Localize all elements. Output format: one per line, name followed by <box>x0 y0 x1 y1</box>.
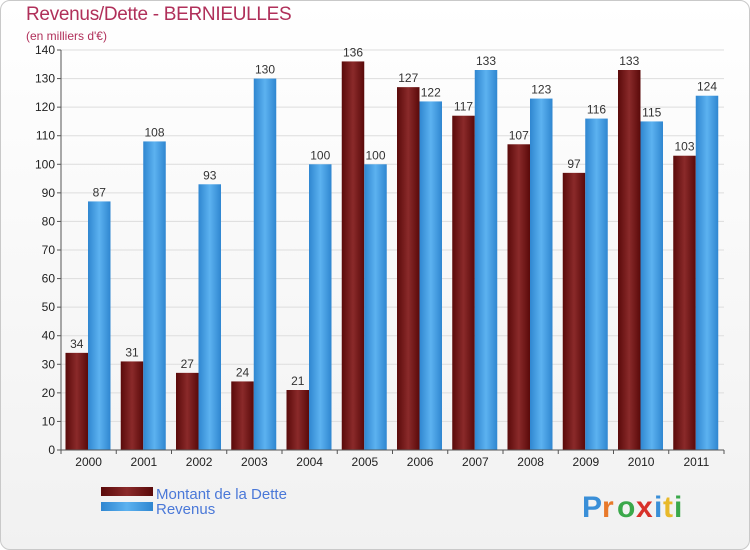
data-label-debt: 136 <box>343 45 363 59</box>
y-tick-label: 140 <box>35 43 55 57</box>
y-tick-label: 70 <box>42 243 56 257</box>
logo-letter: o <box>617 491 635 524</box>
bar-revenue <box>640 121 663 450</box>
data-label-revenue: 124 <box>697 80 717 94</box>
chart-subtitle: (en milliers d'€) <box>26 29 107 43</box>
bar-debt <box>507 144 530 451</box>
bar-revenue <box>198 184 221 451</box>
x-tick-label: 2003 <box>241 455 268 469</box>
y-tick-label: 20 <box>42 386 56 400</box>
data-label-debt: 117 <box>454 100 473 114</box>
logo-letter: r <box>602 491 614 524</box>
y-tick-label: 80 <box>42 214 56 228</box>
logo-letter: i <box>654 491 662 524</box>
axes: 0 10 20 30 40 50 60 70 80 90 100 110 120 130 140 2000 20… <box>35 43 725 469</box>
bar-revenue <box>143 141 166 450</box>
data-label-debt: 24 <box>236 365 250 379</box>
data-label-debt: 34 <box>70 337 84 351</box>
data-label-revenue: 133 <box>476 54 496 68</box>
bar-revenue <box>253 78 277 451</box>
data-label-debt: 21 <box>291 374 305 388</box>
legend-debt-swatch <box>101 487 153 496</box>
bar-debt <box>286 390 309 450</box>
bar-debt <box>618 70 641 450</box>
data-label-debt: 107 <box>509 128 529 142</box>
data-label-debt: 127 <box>398 71 418 85</box>
x-tick-label: 2007 <box>462 455 489 469</box>
data-label-revenue: 108 <box>144 125 164 139</box>
bar-debt <box>673 155 696 450</box>
logo-letter: P <box>582 491 602 524</box>
bar-revenue <box>585 118 608 451</box>
bar-debt <box>176 372 199 450</box>
legend: Montant de la Dette Revenus <box>101 486 287 518</box>
bar-debt <box>397 87 420 451</box>
data-label-debt: 31 <box>125 345 139 359</box>
x-tick-label: 2001 <box>131 455 158 469</box>
bar-debt <box>65 352 88 450</box>
data-label-revenue: 87 <box>93 185 107 199</box>
x-tick-label: 2010 <box>628 455 655 469</box>
x-tick-label: 2008 <box>517 455 544 469</box>
bar-revenue <box>88 201 111 450</box>
y-tick-label: 110 <box>36 129 55 143</box>
legend-revenue-label: Revenus <box>156 501 215 518</box>
data-label-revenue: 130 <box>255 63 275 77</box>
bar-revenue <box>474 70 498 450</box>
y-tick-label: 100 <box>35 157 55 171</box>
legend-revenue-swatch <box>101 502 153 511</box>
y-tick-label: 60 <box>42 272 56 286</box>
y-tick-label: 120 <box>35 100 55 114</box>
bar-revenue <box>364 164 387 451</box>
y-tick-label: 90 <box>42 186 56 200</box>
data-label-debt: 103 <box>674 140 694 154</box>
y-tick-label: 40 <box>42 329 56 343</box>
legend-debt-label: Montant de la Dette <box>156 486 287 503</box>
data-label-debt: 27 <box>181 357 195 371</box>
y-tick-label: 30 <box>42 357 56 371</box>
x-tick-label: 2006 <box>407 455 434 469</box>
logo-letter: t <box>663 491 673 524</box>
y-tick-label: 0 <box>48 443 55 457</box>
x-tick-label: 2004 <box>296 455 323 469</box>
x-tick-label: 2011 <box>683 455 709 469</box>
bar-revenue <box>695 95 719 450</box>
data-label-revenue: 122 <box>421 85 441 99</box>
x-tick-label: 2000 <box>75 455 102 469</box>
data-label-revenue: 116 <box>587 103 606 117</box>
bar-debt <box>452 115 475 450</box>
x-tick-label: 2005 <box>352 455 379 469</box>
y-tick-label: 50 <box>42 300 56 314</box>
data-label-revenue: 93 <box>203 168 217 182</box>
bar-revenue <box>530 98 553 451</box>
grid-lines <box>61 49 724 451</box>
chart-title: Revenus/Dette - BERNIEULLES <box>26 4 292 25</box>
bar-debt <box>120 361 144 450</box>
bar-debt <box>231 381 254 450</box>
data-label-debt: 97 <box>567 157 581 171</box>
y-tick-label: 130 <box>35 72 55 86</box>
y-tick-label: 10 <box>42 414 56 428</box>
bar-debt <box>562 172 586 450</box>
data-label-revenue: 123 <box>531 83 551 97</box>
data-label-revenue: 115 <box>642 105 661 119</box>
logo-letter: x <box>636 491 653 524</box>
bar-revenue <box>309 164 332 451</box>
data-label-revenue: 100 <box>365 148 385 162</box>
x-tick-label: 2002 <box>186 455 213 469</box>
data-label-revenue: 100 <box>310 148 330 162</box>
x-tick-label: 2009 <box>573 455 600 469</box>
data-label-debt: 133 <box>619 54 639 68</box>
bar-debt <box>341 61 365 451</box>
logo-letter: i <box>674 491 682 524</box>
bar-revenue <box>419 101 442 450</box>
